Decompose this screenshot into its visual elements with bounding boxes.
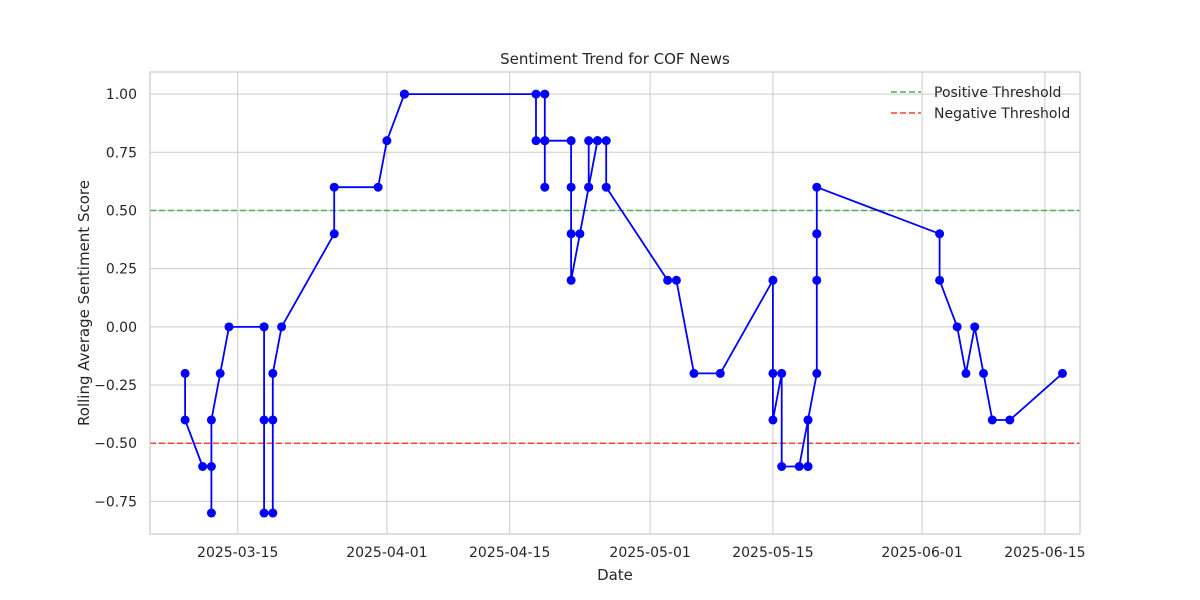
data-point — [978, 368, 988, 378]
chart-title: Sentiment Trend for COF News — [500, 50, 730, 68]
y-tick-label: −0.25 — [94, 378, 137, 394]
data-point — [566, 182, 576, 192]
data-point — [768, 415, 778, 425]
data-point — [268, 368, 278, 378]
data-point — [794, 462, 804, 472]
data-point — [268, 415, 278, 425]
data-point — [601, 182, 611, 192]
data-point — [768, 368, 778, 378]
data-point — [566, 275, 576, 285]
data-point — [663, 275, 673, 285]
x-tick-label: 2025-06-01 — [881, 545, 962, 561]
data-point — [768, 275, 778, 285]
data-point — [689, 368, 699, 378]
data-point — [268, 508, 278, 518]
data-point — [215, 368, 225, 378]
threshold-lines — [150, 209, 1080, 444]
y-tick-label: −0.50 — [94, 436, 137, 452]
data-point — [970, 322, 980, 332]
data-point — [259, 415, 269, 425]
x-tick-label: 2025-06-15 — [1004, 545, 1085, 561]
y-axis-label: Rolling Average Sentiment Score — [75, 180, 93, 426]
y-tick-label: 0.50 — [106, 203, 137, 219]
x-axis-label: Date — [597, 566, 633, 584]
data-point — [592, 136, 602, 146]
plot-area — [150, 72, 1080, 534]
data-point — [259, 508, 269, 518]
data-point — [329, 229, 339, 239]
y-tick-label: 0.00 — [106, 320, 137, 336]
data-point — [803, 415, 813, 425]
data-point — [329, 182, 339, 192]
data-point — [812, 275, 822, 285]
data-point — [671, 275, 681, 285]
data-point — [180, 415, 190, 425]
legend: Positive Threshold Negative Threshold — [891, 85, 1070, 122]
data-point — [531, 89, 541, 99]
data-point — [601, 136, 611, 146]
data-point — [812, 182, 822, 192]
data-point — [198, 462, 208, 472]
y-tick-label: 1.00 — [106, 87, 137, 103]
data-point — [935, 275, 945, 285]
data-point — [259, 322, 269, 332]
legend-positive-label: Positive Threshold — [934, 85, 1061, 101]
legend-negative-label: Negative Threshold — [934, 106, 1070, 122]
x-tick-label: 2025-04-15 — [469, 545, 550, 561]
data-point — [803, 462, 813, 472]
y-tick-label: 0.25 — [106, 262, 137, 278]
y-tick-label: −0.75 — [94, 494, 137, 510]
data-point — [206, 415, 216, 425]
data-point — [584, 136, 594, 146]
data-point — [1057, 368, 1067, 378]
data-point — [575, 229, 585, 239]
data-point — [961, 368, 971, 378]
x-tick-label: 2025-03-15 — [197, 545, 278, 561]
data-point — [1005, 415, 1015, 425]
data-point — [715, 368, 725, 378]
y-tick-label: 0.75 — [106, 145, 137, 161]
data-point — [540, 136, 550, 146]
x-tick-label: 2025-05-15 — [732, 545, 813, 561]
data-point — [952, 322, 962, 332]
data-point — [812, 368, 822, 378]
data-point — [935, 229, 945, 239]
data-point — [540, 182, 550, 192]
data-point — [987, 415, 997, 425]
data-point — [566, 136, 576, 146]
data-point — [399, 89, 409, 99]
x-tick-label: 2025-05-01 — [609, 545, 690, 561]
plot-frame — [149, 71, 1081, 535]
data-point — [373, 182, 383, 192]
data-point — [206, 462, 216, 472]
data-point — [531, 136, 541, 146]
y-axis-ticks: 1.00 0.75 0.50 0.25 0.00 −0.25 −0.50 −0.75 — [94, 87, 137, 510]
x-tick-label: 2025-04-01 — [346, 545, 427, 561]
data-point — [584, 182, 594, 192]
data-point — [812, 229, 822, 239]
data-point — [777, 368, 787, 378]
data-point — [382, 136, 392, 146]
data-point — [180, 368, 190, 378]
data-point — [540, 89, 550, 99]
series-layer — [180, 89, 1067, 518]
data-point — [277, 322, 287, 332]
data-point — [566, 229, 576, 239]
data-point — [206, 508, 216, 518]
data-point — [224, 322, 234, 332]
data-point — [777, 462, 787, 472]
x-axis-ticks: 2025-03-15 2025-04-01 2025-04-15 2025-05-01… — [197, 545, 1086, 561]
